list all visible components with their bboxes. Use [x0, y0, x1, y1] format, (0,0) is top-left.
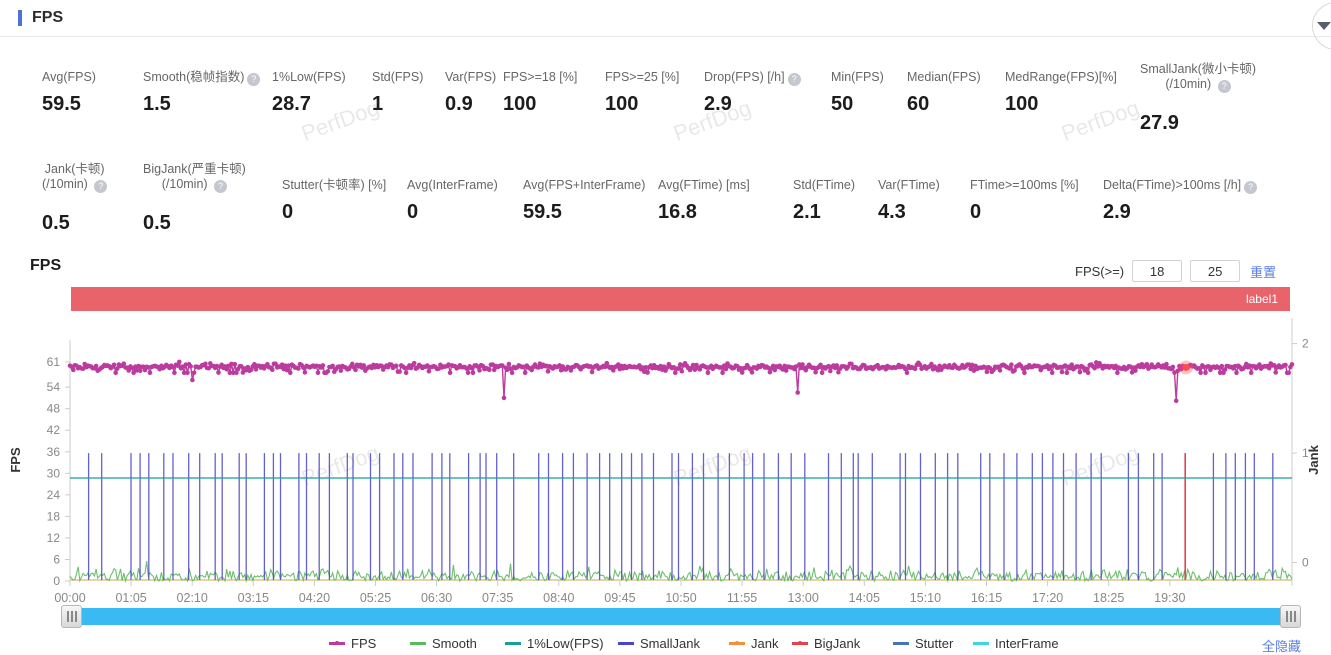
svg-text:15:10: 15:10: [910, 591, 941, 605]
svg-text:04:20: 04:20: [299, 591, 330, 605]
svg-text:01:05: 01:05: [115, 591, 146, 605]
svg-text:24: 24: [47, 488, 61, 502]
svg-text:42: 42: [47, 423, 61, 437]
svg-text:0: 0: [53, 574, 60, 588]
svg-text:17:20: 17:20: [1032, 591, 1063, 605]
svg-text:18:25: 18:25: [1093, 591, 1124, 605]
svg-text:09:45: 09:45: [604, 591, 635, 605]
svg-text:61: 61: [47, 355, 61, 369]
svg-text:10:50: 10:50: [665, 591, 696, 605]
svg-text:00:00: 00:00: [54, 591, 85, 605]
svg-text:6: 6: [53, 553, 60, 567]
svg-text:48: 48: [47, 402, 61, 416]
svg-text:30: 30: [47, 466, 61, 480]
svg-text:36: 36: [47, 445, 61, 459]
svg-text:54: 54: [47, 380, 61, 394]
svg-text:12: 12: [47, 531, 61, 545]
svg-text:13:00: 13:00: [788, 591, 819, 605]
svg-text:16:15: 16:15: [971, 591, 1002, 605]
svg-text:02:10: 02:10: [177, 591, 208, 605]
svg-text:07:35: 07:35: [482, 591, 513, 605]
svg-text:19:30: 19:30: [1154, 591, 1185, 605]
svg-text:14:05: 14:05: [849, 591, 880, 605]
svg-text:03:15: 03:15: [238, 591, 269, 605]
svg-text:Jank: Jank: [1306, 444, 1321, 474]
svg-text:0: 0: [1302, 556, 1309, 570]
svg-text:06:30: 06:30: [421, 591, 452, 605]
svg-text:18: 18: [47, 509, 61, 523]
svg-text:05:25: 05:25: [360, 591, 391, 605]
svg-text:2: 2: [1302, 337, 1309, 351]
svg-text:FPS: FPS: [8, 447, 23, 473]
svg-text:08:40: 08:40: [543, 591, 574, 605]
svg-text:11:55: 11:55: [727, 591, 757, 605]
